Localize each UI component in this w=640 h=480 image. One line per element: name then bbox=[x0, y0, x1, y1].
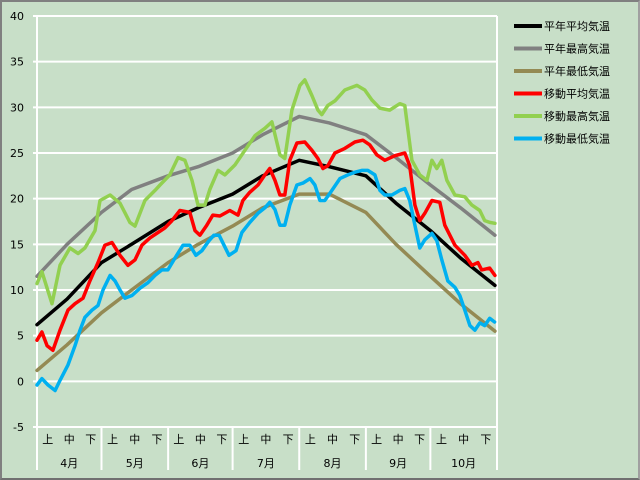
decade-label: 中 bbox=[393, 433, 404, 446]
month-label: 10月 bbox=[451, 457, 476, 470]
y-tick-label: 25 bbox=[10, 147, 24, 160]
x-axis-categories: 上中下4月上中下5月上中下6月上中下7月上中下8月上中下9月上中下10月 bbox=[36, 427, 498, 470]
decade-label: 下 bbox=[480, 433, 491, 446]
legend-label: 移動最高気温 bbox=[544, 109, 610, 123]
month-label: 8月 bbox=[324, 457, 342, 470]
series-line-4 bbox=[35, 78, 497, 306]
series-lines bbox=[35, 78, 497, 393]
y-tick-label: 40 bbox=[10, 10, 24, 23]
decade-label: 中 bbox=[327, 433, 338, 446]
decade-label: 下 bbox=[152, 433, 163, 446]
decade-label: 中 bbox=[64, 433, 75, 446]
y-tick-label: 20 bbox=[10, 193, 24, 206]
y-tick-label: 10 bbox=[10, 284, 24, 297]
y-tick-label: 0 bbox=[17, 375, 24, 388]
decade-label: 下 bbox=[283, 433, 294, 446]
decade-label: 下 bbox=[85, 433, 96, 446]
legend-label: 平年最高気温 bbox=[544, 42, 610, 56]
series-line-3 bbox=[35, 138, 497, 353]
legend-label: 平年最低気温 bbox=[544, 64, 610, 78]
decade-label: 上 bbox=[107, 433, 118, 446]
month-label: 9月 bbox=[389, 457, 407, 470]
y-axis-ticks: -5 0 5 10 15 20 25 30 35 40 bbox=[10, 10, 24, 434]
decade-label: 上 bbox=[305, 433, 316, 446]
y-tick-label: 5 bbox=[17, 330, 24, 343]
decade-label: 上 bbox=[436, 433, 447, 446]
decade-label: 中 bbox=[260, 433, 271, 446]
decade-label: 下 bbox=[414, 433, 425, 446]
month-label: 4月 bbox=[60, 457, 78, 470]
y-tick-label: 35 bbox=[10, 56, 24, 69]
decade-label: 下 bbox=[216, 433, 227, 446]
decade-label: 中 bbox=[195, 433, 206, 446]
month-label: 6月 bbox=[191, 457, 209, 470]
legend-label: 移動最低気温 bbox=[544, 132, 610, 146]
y-tick-label: -5 bbox=[13, 421, 24, 434]
month-label: 7月 bbox=[257, 457, 275, 470]
decade-label: 上 bbox=[42, 433, 53, 446]
legend-label: 平年平均気温 bbox=[544, 19, 610, 33]
decade-label: 中 bbox=[458, 433, 469, 446]
series-line-5 bbox=[35, 168, 497, 393]
legend-label: 移動平均気温 bbox=[544, 87, 610, 101]
y-tick-label: 30 bbox=[10, 101, 24, 114]
month-label: 5月 bbox=[126, 457, 144, 470]
decade-label: 中 bbox=[129, 433, 140, 446]
decade-label: 下 bbox=[349, 433, 360, 446]
decade-label: 上 bbox=[173, 433, 184, 446]
gridlines bbox=[33, 15, 498, 428]
decade-label: 上 bbox=[238, 433, 249, 446]
decade-label: 上 bbox=[371, 433, 382, 446]
series-line-0 bbox=[35, 158, 497, 327]
y-tick-label: 15 bbox=[10, 238, 24, 251]
